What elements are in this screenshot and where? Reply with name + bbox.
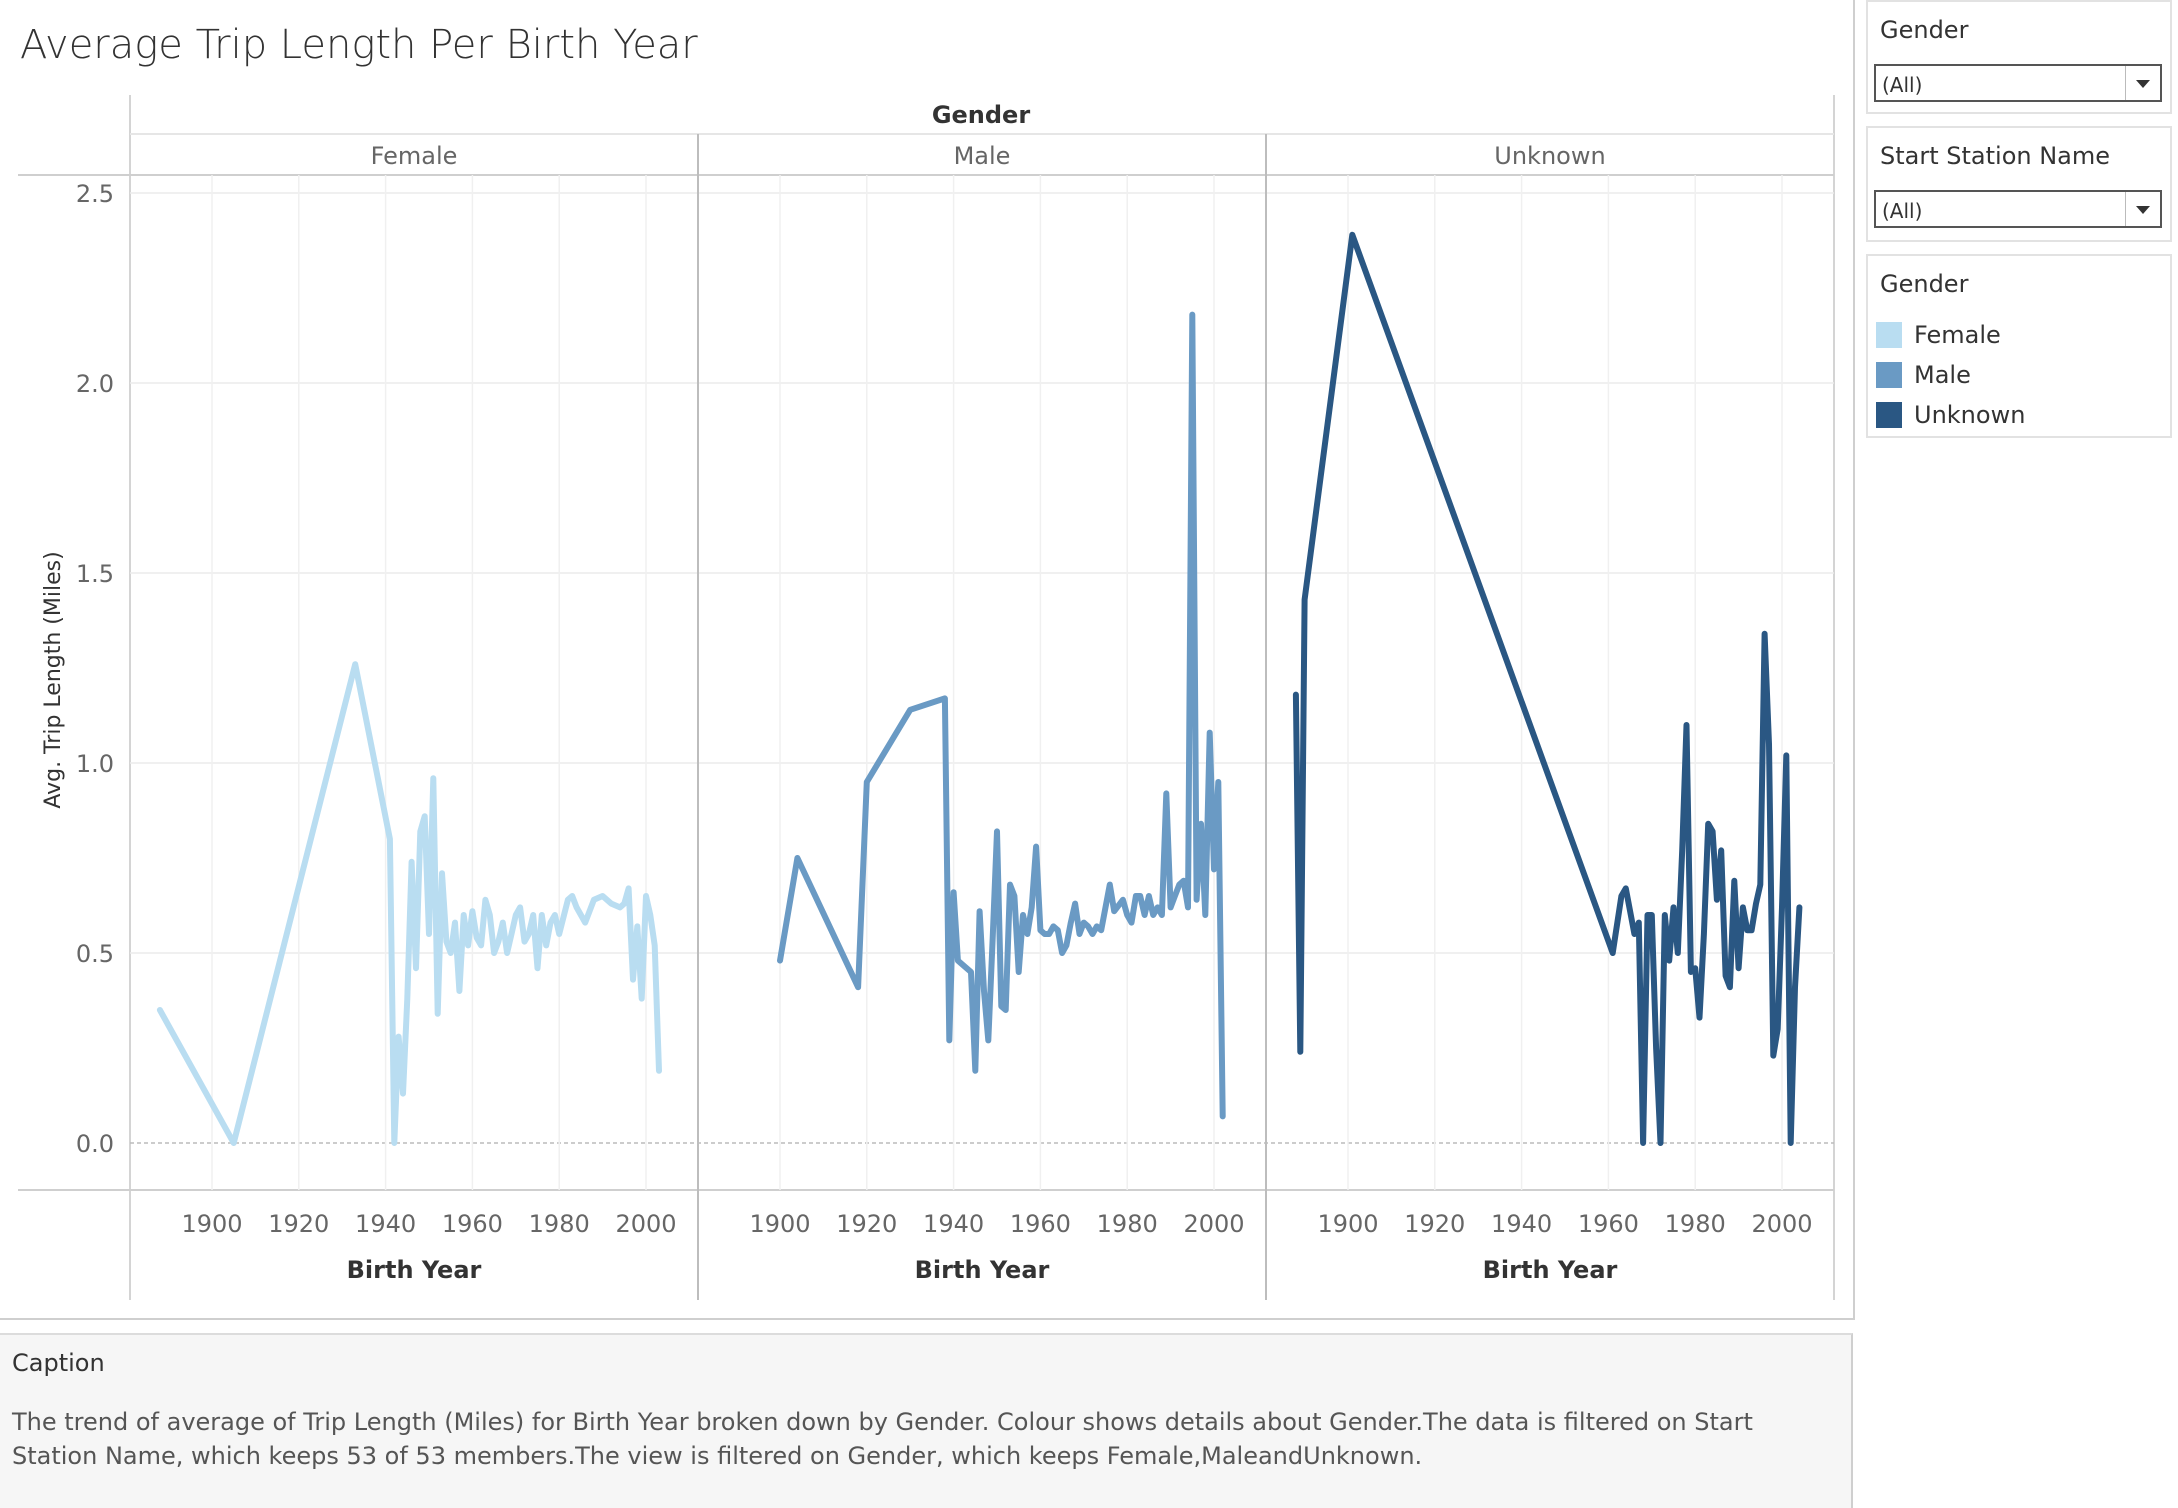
station-filter-dropdown[interactable]: (All) bbox=[1874, 190, 2162, 228]
x-axis-label: Birth Year bbox=[1483, 1256, 1618, 1284]
series-line-unknown[interactable] bbox=[1292, 231, 1803, 1146]
x-tick-label: 1960 bbox=[1010, 1210, 1071, 1238]
y-tick-label: 1.0 bbox=[76, 750, 114, 778]
gender-filter-value: (All) bbox=[1882, 73, 1923, 97]
x-tick-label: 2000 bbox=[615, 1210, 676, 1238]
x-axis-label: Birth Year bbox=[347, 1256, 482, 1284]
x-tick-label: 2000 bbox=[1183, 1210, 1244, 1238]
legend-swatch bbox=[1876, 322, 1902, 348]
y-tick-label: 0.5 bbox=[76, 940, 114, 968]
line-chart[interactable]: Gender 0.0 0.5 1.0 1.5 2.0 2.5 Avg. Trip Length… bbox=[0, 0, 1853, 1318]
station-filter-title: Start Station Name bbox=[1880, 142, 2111, 170]
chevron-down-icon[interactable] bbox=[2125, 192, 2160, 226]
y-tick-label: 1.5 bbox=[76, 560, 114, 588]
x-tick-label: 1940 bbox=[355, 1210, 416, 1238]
x-tick-label: 1940 bbox=[1491, 1210, 1552, 1238]
worksheet-area: Average Trip Length Per Birth Year Gende… bbox=[0, 0, 1855, 1320]
panel-header-male: Male bbox=[954, 142, 1011, 170]
column-header-title: Gender bbox=[932, 101, 1031, 129]
gender-filter-title: Gender bbox=[1880, 16, 1969, 44]
x-tick-label: 1920 bbox=[268, 1210, 329, 1238]
gender-legend-panel: Gender Female Male Unknown bbox=[1866, 254, 2172, 438]
x-tick-label: 1900 bbox=[181, 1210, 242, 1238]
legend-swatch bbox=[1876, 362, 1902, 388]
series-line-male[interactable] bbox=[777, 311, 1226, 1120]
x-tick-label: 1920 bbox=[836, 1210, 897, 1238]
legend-swatch bbox=[1876, 402, 1902, 428]
legend-label: Unknown bbox=[1914, 401, 2026, 429]
panel-header-unknown: Unknown bbox=[1494, 142, 1605, 170]
x-tick-label: 1980 bbox=[1665, 1210, 1726, 1238]
x-tick-label: 1980 bbox=[529, 1210, 590, 1238]
chart-title: Average Trip Length Per Birth Year bbox=[20, 22, 698, 68]
x-tick-label: 1980 bbox=[1097, 1210, 1158, 1238]
caption-panel: Caption The trend of average of Trip Len… bbox=[0, 1333, 1853, 1508]
y-tick-label: 2.5 bbox=[76, 180, 114, 208]
x-tick-label: 1940 bbox=[923, 1210, 984, 1238]
station-filter-value: (All) bbox=[1882, 199, 1923, 223]
x-tick-label: 1920 bbox=[1404, 1210, 1465, 1238]
x-tick-label: 1900 bbox=[1317, 1210, 1378, 1238]
x-tick-label: 1960 bbox=[1578, 1210, 1639, 1238]
caption-text: The trend of average of Trip Length (Mil… bbox=[12, 1408, 1753, 1470]
legend-label: Male bbox=[1914, 361, 1971, 389]
x-tick-label: 2000 bbox=[1751, 1210, 1812, 1238]
x-tick-label: 1900 bbox=[749, 1210, 810, 1238]
x-axis-label: Birth Year bbox=[915, 1256, 1050, 1284]
chevron-down-icon[interactable] bbox=[2125, 66, 2160, 100]
gender-filter-dropdown[interactable]: (All) bbox=[1874, 64, 2162, 102]
y-tick-label: 2.0 bbox=[76, 370, 114, 398]
station-filter-panel: Start Station Name (All) bbox=[1866, 126, 2172, 242]
caption-title: Caption bbox=[12, 1349, 105, 1377]
legend-title: Gender bbox=[1880, 270, 1969, 298]
y-tick-label: 0.0 bbox=[76, 1130, 114, 1158]
panel-header-female: Female bbox=[371, 142, 458, 170]
gender-filter-panel: Gender (All) bbox=[1866, 0, 2172, 114]
x-tick-label: 1960 bbox=[442, 1210, 503, 1238]
series-line-female[interactable] bbox=[156, 661, 662, 1146]
y-axis-label: Avg. Trip Length (Miles) bbox=[41, 551, 66, 808]
legend-label: Female bbox=[1914, 321, 2001, 349]
